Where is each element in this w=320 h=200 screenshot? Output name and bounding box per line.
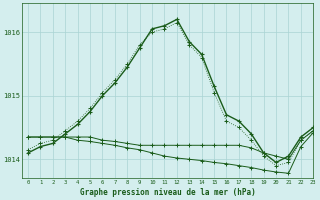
X-axis label: Graphe pression niveau de la mer (hPa): Graphe pression niveau de la mer (hPa) — [80, 188, 255, 197]
